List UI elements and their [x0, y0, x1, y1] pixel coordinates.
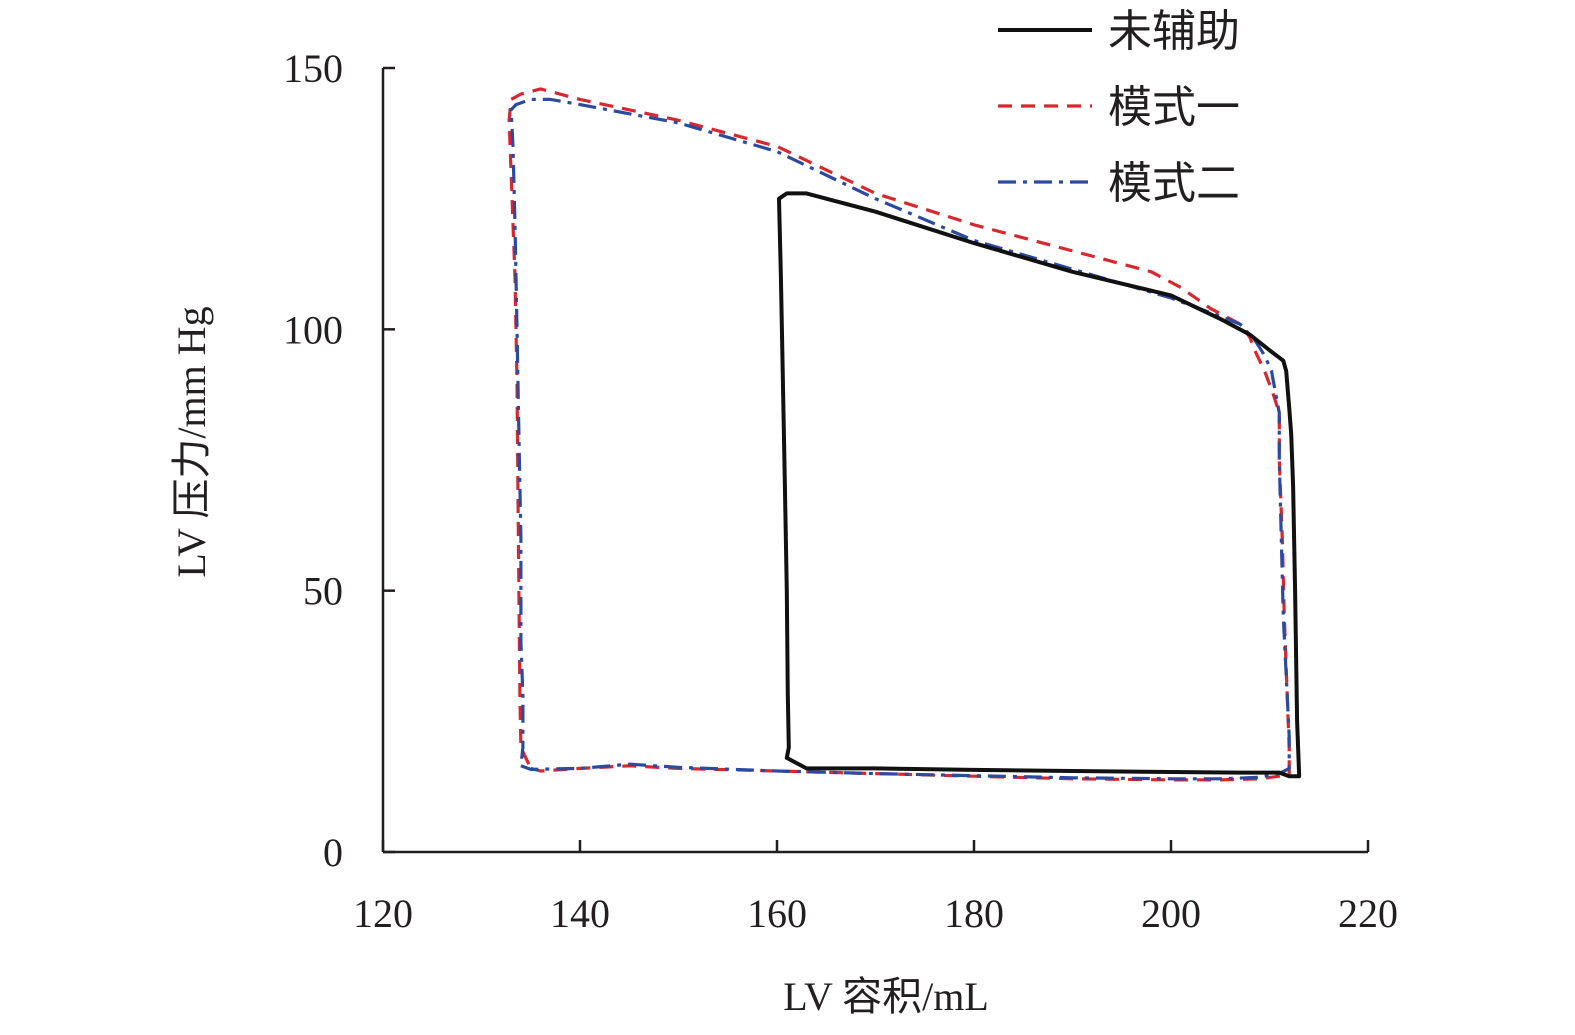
legend-label-3: 模式二 [1108, 159, 1240, 208]
x-tick-label: 200 [1141, 891, 1201, 936]
x-tick-label: 220 [1338, 891, 1398, 936]
legend-label-2: 模式一 [1108, 83, 1240, 132]
x-tick-label: 120 [353, 891, 413, 936]
x-axis-ticks: 120 140 160 180 200 220 [353, 840, 1398, 936]
legend-label-1: 未辅助 [1108, 7, 1240, 56]
series-line-3 [509, 97, 1291, 781]
y-tick-label: 150 [283, 46, 343, 91]
y-axis-title: LV 压力/mm Hg [169, 306, 214, 577]
y-tick-label: 50 [303, 569, 343, 614]
x-tick-label: 160 [747, 891, 807, 936]
x-tick-label: 140 [550, 891, 610, 936]
series-line-1 [777, 191, 1302, 779]
x-axis-title: LV 容积/mL [783, 974, 989, 1019]
y-tick-label: 100 [283, 307, 343, 352]
y-axis-ticks: 0 50 100 150 [283, 46, 395, 875]
axes [381, 68, 1368, 854]
x-tick-label: 180 [944, 891, 1004, 936]
series-layer [507, 87, 1302, 782]
y-tick-label: 0 [323, 830, 343, 875]
series-line-2 [507, 87, 1291, 782]
